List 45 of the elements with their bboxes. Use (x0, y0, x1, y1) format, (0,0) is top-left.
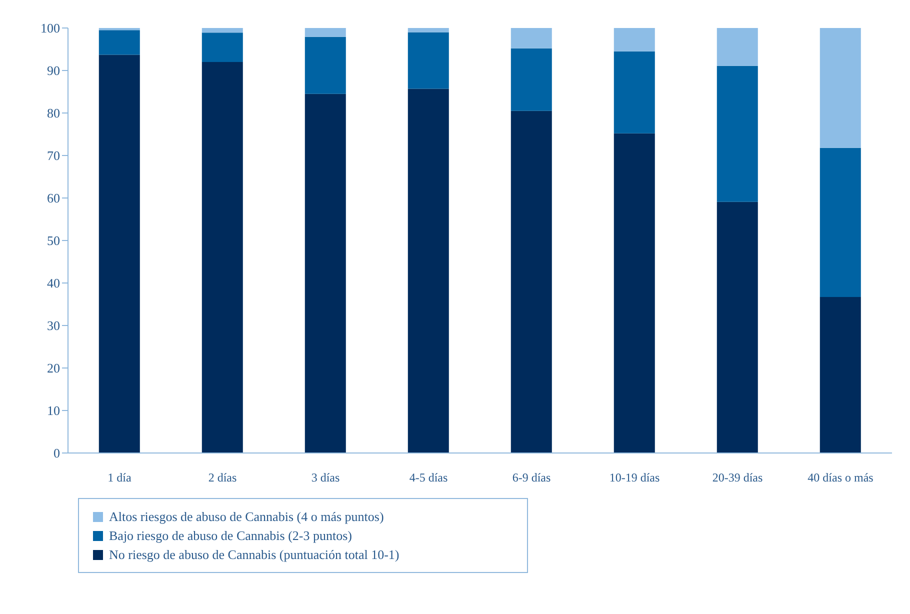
legend-label: Bajo riesgo de abuso de Cannabis (2-3 puntos) (109, 527, 352, 545)
bar (820, 297, 861, 453)
x-tick-label: 6-9 días (512, 470, 551, 485)
bar (202, 28, 243, 33)
bar (304, 28, 346, 37)
bar (304, 94, 346, 453)
y-tick-label: 100 (40, 20, 60, 36)
x-tick-label: 20-39 días (712, 470, 763, 485)
y-tick-label: 50 (47, 233, 60, 248)
bar (202, 32, 243, 62)
y-tick-label: 80 (47, 106, 60, 121)
x-tick-label: 2 días (208, 470, 237, 485)
bar (614, 28, 655, 52)
y-tick-label: 90 (47, 63, 60, 78)
bar (820, 28, 861, 148)
bar (98, 54, 140, 453)
bar (510, 28, 552, 48)
y-tick-label: 70 (47, 148, 60, 164)
bar (304, 36, 346, 94)
bar (408, 32, 449, 89)
x-tick-label: 1 día (108, 470, 132, 485)
legend-label: No riesgo de abuso de Cannabis (puntuación total 10-1) (109, 546, 400, 564)
bar (510, 48, 552, 111)
y-tick-label: 20 (47, 360, 60, 376)
y-tick-label: 60 (47, 190, 60, 206)
bar (716, 202, 758, 453)
y-tick-label: 0 (54, 446, 60, 461)
bar (408, 88, 449, 453)
y-tick-label: 30 (47, 318, 60, 334)
x-tick-label: 40 días o más (808, 470, 874, 485)
y-tick-label: 10 (47, 403, 60, 418)
bar (614, 51, 655, 134)
x-tick-label: 4-5 días (409, 470, 448, 485)
bar (202, 62, 243, 453)
x-tick-label: 10-19 días (609, 470, 660, 485)
bar (408, 28, 449, 32)
bar (820, 148, 861, 298)
x-tick-label: 3 días (311, 470, 340, 485)
bar (614, 133, 655, 453)
bar (716, 66, 758, 202)
bar (98, 30, 140, 55)
bar (510, 110, 552, 453)
y-tick-label: 40 (47, 276, 60, 291)
bar (716, 28, 758, 66)
legend-label: Altos riesgos de abuso de Cannabis (4 o más puntos) (109, 508, 384, 526)
